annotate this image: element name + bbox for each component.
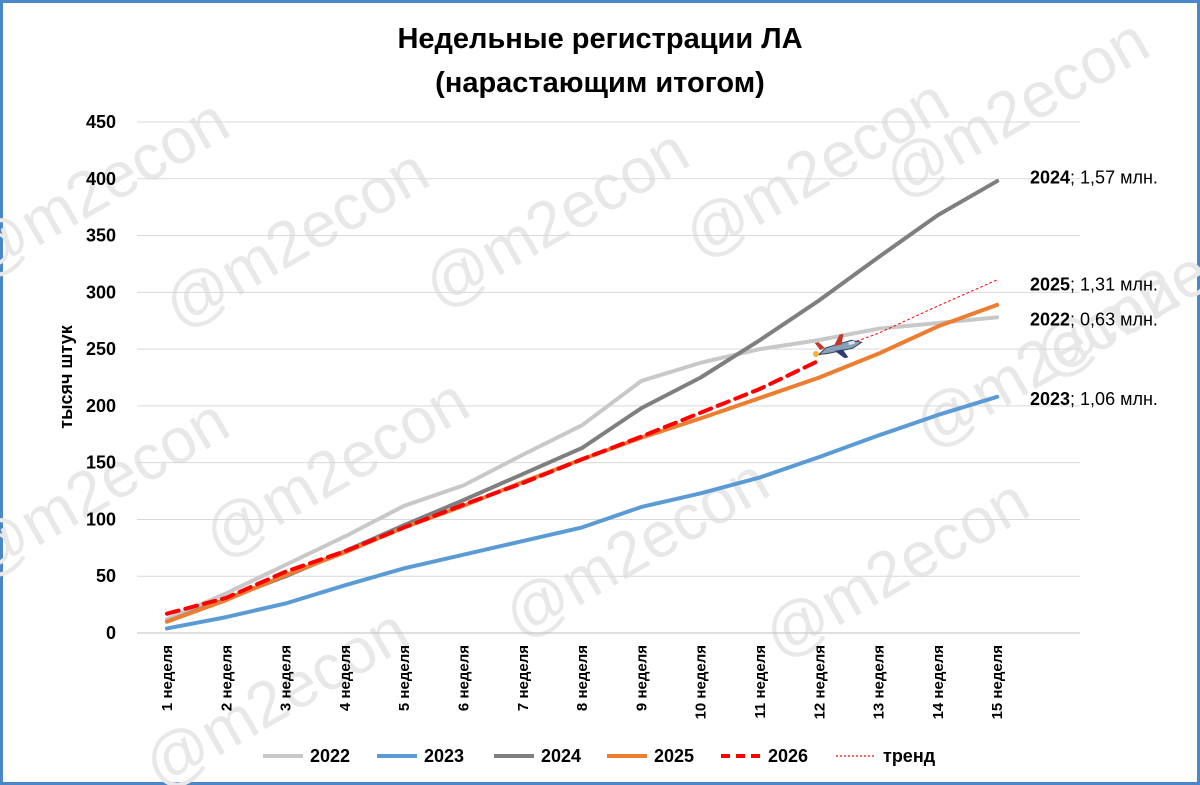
legend-item-2026[interactable]: 2026: [721, 746, 808, 766]
watermark-text: @m2econ: [0, 383, 240, 592]
watermark-layer: @m2econ@m2econ@m2econ@m2econ@m2econ@m2ec…: [0, 3, 1200, 785]
annotation-2024: 2024; 1,57 млн.: [1030, 168, 1158, 188]
x-tick-label: 3 неделя: [278, 645, 295, 711]
legend-item-тренд[interactable]: тренд: [836, 746, 936, 766]
airplane-icon: [813, 333, 863, 359]
grid-lines: [137, 121, 1080, 634]
series-line-2023: [165, 394, 1000, 631]
y-tick-label: 250: [86, 339, 116, 359]
legend[interactable]: 2022 2023 2024 2025 2026 тренд: [263, 746, 936, 766]
y-axis-label: тысяч штук: [56, 324, 76, 428]
legend-item-2022[interactable]: 2022: [263, 746, 350, 766]
legend-label: 2024: [541, 746, 581, 766]
legend-label: 2026: [768, 746, 808, 766]
watermark-text: @m2econ: [411, 113, 700, 322]
series-line-2026: [165, 358, 822, 616]
legend-label: 2025: [654, 746, 694, 766]
x-tick-label: 14 неделя: [930, 645, 947, 719]
legend-label: 2022: [310, 746, 350, 766]
y-tick-label: 400: [86, 169, 116, 189]
legend-item-2024[interactable]: 2024: [494, 746, 581, 766]
annotation-2023: 2023; 1,06 млн.: [1030, 389, 1158, 409]
legend-item-2023[interactable]: 2023: [377, 746, 464, 766]
x-tick-label: 2 неделя: [218, 645, 235, 711]
y-tick-label: 450: [86, 112, 116, 132]
y-tick-label: 300: [86, 282, 116, 302]
y-tick-label: 200: [86, 396, 116, 416]
y-tick-label: 50: [96, 566, 116, 586]
series-line-2022: [165, 315, 1000, 622]
x-tick-label: 1 неделя: [159, 645, 176, 711]
x-tick-label: 15 неделя: [989, 645, 1006, 719]
chart-title-line-1: Недельные регистрации ЛА: [397, 23, 802, 55]
y-tick-label: 0: [106, 623, 116, 643]
end-annotations: 2024; 1,57 млн. 2025; 1,31 млн. 2022; 0,63…: [1030, 168, 1158, 409]
y-tick-label: 350: [86, 226, 116, 246]
x-tick-label: 11 неделя: [752, 645, 769, 719]
annotation-2025: 2025; 1,31 млн.: [1030, 274, 1158, 294]
x-tick-label: 10 неделя: [693, 645, 710, 719]
x-tick-label: 4 неделя: [337, 645, 354, 711]
x-tick-label: 8 неделя: [574, 645, 591, 711]
x-tick-label: 12 неделя: [811, 645, 828, 719]
x-tick-label: 7 неделя: [515, 645, 532, 711]
y-tick-label: 100: [86, 509, 116, 529]
legend-item-2025[interactable]: 2025: [607, 746, 694, 766]
x-axis-ticks: 1 неделя 2 неделя 3 неделя 4 неделя 5 неделя…: [159, 645, 1006, 719]
watermark-text: @m2econ: [751, 463, 1040, 672]
x-tick-label: 9 неделя: [633, 645, 650, 711]
x-tick-label: 6 неделя: [456, 645, 473, 711]
x-tick-label: 5 неделя: [396, 645, 413, 711]
legend-label: тренд: [883, 746, 936, 766]
x-tick-label: 13 неделя: [871, 645, 888, 719]
y-tick-label: 150: [86, 453, 116, 473]
series-layer: [165, 179, 1000, 631]
legend-label: 2023: [424, 746, 464, 766]
y-axis-ticks: 0 50 100 150 200 250 300 350 400 450: [86, 112, 116, 643]
watermark-text: @m2econ: [491, 443, 780, 652]
chart-title-line-2: (нарастающим итогом): [435, 67, 765, 99]
annotation-2022: 2022; 0,63 млн.: [1030, 310, 1158, 330]
